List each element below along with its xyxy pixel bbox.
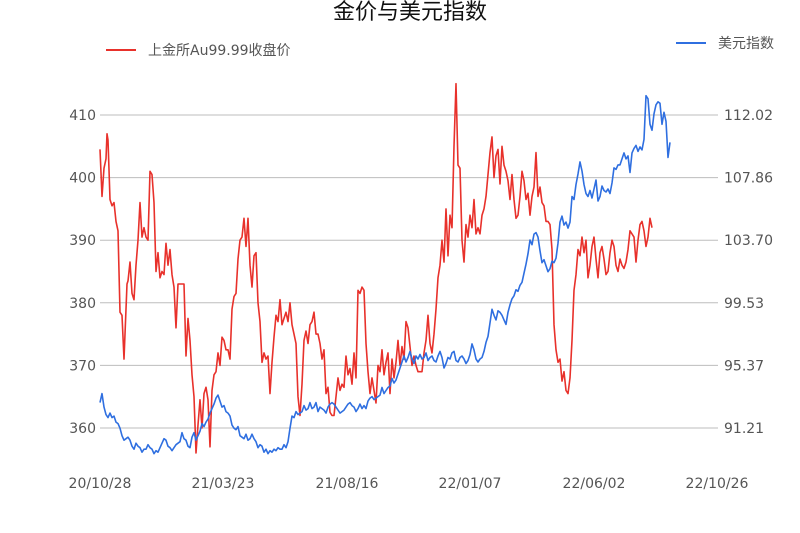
- left-axis-tick-label: 360: [69, 421, 96, 437]
- x-axis-tick-label: 21/03/23: [192, 476, 255, 492]
- x-axis-tick-label: 22/06/02: [563, 476, 626, 492]
- series-line-usd: [99, 94, 671, 455]
- left-axis-tick-label: 390: [69, 233, 96, 249]
- left-axis-tick-label: 410: [69, 108, 96, 124]
- gridlines: [100, 114, 718, 429]
- chart-title: 金价与美元指数: [332, 0, 487, 25]
- x-axis-tick-label: 22/01/07: [439, 476, 502, 492]
- left-axis-tick-label: 380: [69, 296, 96, 312]
- x-axis-tick-label: 21/08/16: [316, 476, 379, 492]
- right-axis-ticks: 112.02 107.86 103.70 99.53 95.37 91.21: [724, 108, 773, 437]
- right-axis-tick-label: 91.21: [724, 421, 764, 437]
- x-axis-tick-label: 20/10/28: [69, 476, 132, 492]
- x-axis-ticks: 20/10/28 21/03/23 21/08/16 22/01/07 22/06/02…: [69, 476, 749, 492]
- right-axis-tick-label: 95.37: [724, 358, 764, 374]
- legend-item-usd[interactable]: 美元指数: [676, 33, 774, 53]
- right-axis-tick-label: 112.02: [724, 108, 773, 124]
- right-axis-tick-label: 103.70: [724, 233, 773, 249]
- series-line-gold: [99, 82, 653, 454]
- legend-item-gold[interactable]: 上金所Au99.99收盘价: [106, 40, 291, 60]
- left-axis-tick-label: 370: [69, 358, 96, 374]
- left-axis-ticks: 410 400 390 380 370 360: [69, 108, 96, 437]
- x-axis-tick-label: 22/10/26: [686, 476, 749, 492]
- legend-swatch-usd: [676, 42, 706, 44]
- right-axis-tick-label: 99.53: [724, 296, 764, 312]
- legend-swatch-gold: [106, 49, 136, 51]
- legend-label-gold: 上金所Au99.99收盘价: [148, 43, 291, 59]
- right-axis-tick-label: 107.86: [724, 171, 773, 187]
- left-axis-tick-label: 400: [69, 171, 96, 187]
- legend-label-usd: 美元指数: [718, 36, 774, 52]
